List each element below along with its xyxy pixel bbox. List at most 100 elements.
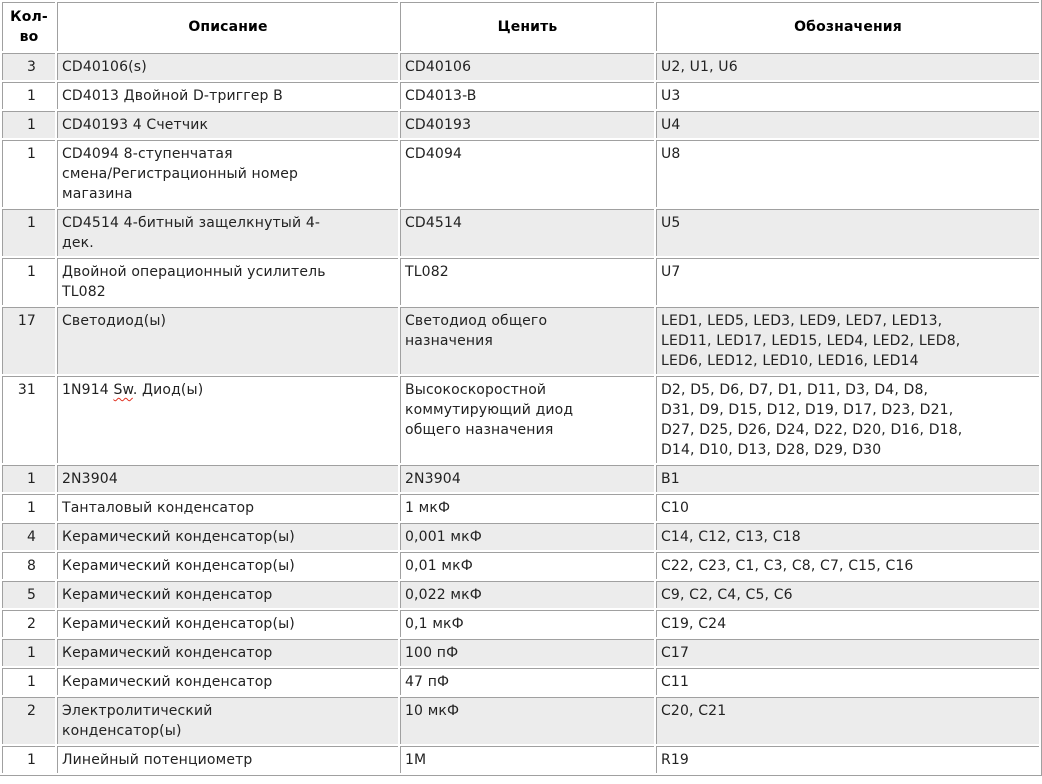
column-header-qty: Кол- во bbox=[2, 2, 55, 51]
cell-desc: CD40106(s) bbox=[57, 53, 398, 80]
cell-refs: C20, C21 bbox=[656, 697, 1039, 744]
text-fragment: 1N914 bbox=[62, 382, 114, 398]
cell-refs: U7 bbox=[656, 258, 1039, 305]
cell-desc: Двойной операционный усилитель TL082 bbox=[57, 258, 398, 305]
cell-desc: Керамический конденсатор bbox=[57, 639, 398, 666]
table-row: 8 Керамический конденсатор(ы) 0,01 мкФ C22,… bbox=[2, 552, 1039, 579]
cell-desc: Керамический конденсатор(ы) bbox=[57, 552, 398, 579]
cell-refs: C22, C23, C1, C3, C8, C7, C15, C16 bbox=[656, 552, 1039, 579]
text-fragment: . Диод(ы) bbox=[132, 382, 204, 398]
cell-qty: 2 bbox=[2, 697, 55, 744]
cell-refs: C10 bbox=[656, 494, 1039, 521]
cell-value: 1M bbox=[400, 746, 654, 773]
cell-value: 47 пФ bbox=[400, 668, 654, 695]
cell-value: 0,1 мкФ bbox=[400, 610, 654, 637]
cell-value: 0,01 мкФ bbox=[400, 552, 654, 579]
column-header-refs: Обозначения bbox=[656, 2, 1039, 51]
cell-value: 10 мкФ bbox=[400, 697, 654, 744]
cell-qty: 1 bbox=[2, 82, 55, 109]
cell-desc: CD4514 4-битный защелкнутый 4- дек. bbox=[57, 209, 398, 256]
cell-value: CD4013-B bbox=[400, 82, 654, 109]
table-row: 3 CD40106(s) CD40106 U2, U1, U6 bbox=[2, 53, 1039, 80]
cell-value: 2N3904 bbox=[400, 465, 654, 492]
table-row: 1 2N3904 2N3904 B1 bbox=[2, 465, 1039, 492]
cell-desc: Керамический конденсатор(ы) bbox=[57, 523, 398, 550]
cell-desc: Танталовый конденсатор bbox=[57, 494, 398, 521]
table-row: 1 Танталовый конденсатор 1 мкФ C10 bbox=[2, 494, 1039, 521]
cell-qty: 1 bbox=[2, 140, 55, 207]
cell-qty: 3 bbox=[2, 53, 55, 80]
table-row: 17 Светодиод(ы) Светодиод общего назначени… bbox=[2, 307, 1039, 374]
table-row: 1 CD4094 8-ступенчатая смена/Регистрацион… bbox=[2, 140, 1039, 207]
table-row: 1 CD40193 4 Счетчик CD40193 U4 bbox=[2, 111, 1039, 138]
table-row: 1 Керамический конденсатор 47 пФ C11 bbox=[2, 668, 1039, 695]
cell-refs: U3 bbox=[656, 82, 1039, 109]
cell-desc: 1N914 Sw. Диод(ы) bbox=[57, 376, 398, 463]
cell-refs: C19, C24 bbox=[656, 610, 1039, 637]
cell-refs: U2, U1, U6 bbox=[656, 53, 1039, 80]
cell-refs: LED1, LED5, LED3, LED9, LED7, LED13, LED… bbox=[656, 307, 1039, 374]
table-row: 1 Керамический конденсатор 100 пФ C17 bbox=[2, 639, 1039, 666]
column-header-desc: Описание bbox=[57, 2, 398, 51]
cell-value: CD4094 bbox=[400, 140, 654, 207]
cell-desc: CD40193 4 Счетчик bbox=[57, 111, 398, 138]
cell-qty: 31 bbox=[2, 376, 55, 463]
table-row: 2 Керамический конденсатор(ы) 0,1 мкФ C19, … bbox=[2, 610, 1039, 637]
cell-qty: 2 bbox=[2, 610, 55, 637]
cell-value: Высокоскоростной коммутирующий диод обще… bbox=[400, 376, 654, 463]
cell-refs: R19 bbox=[656, 746, 1039, 773]
cell-qty: 1 bbox=[2, 668, 55, 695]
cell-value: 0,022 мкФ bbox=[400, 581, 654, 608]
cell-value: 100 пФ bbox=[400, 639, 654, 666]
cell-value: Светодиод общего назначения bbox=[400, 307, 654, 374]
cell-desc: Керамический конденсатор bbox=[57, 581, 398, 608]
cell-refs: D2, D5, D6, D7, D1, D11, D3, D4, D8, D31… bbox=[656, 376, 1039, 463]
cell-value: TL082 bbox=[400, 258, 654, 305]
column-header-value: Ценить bbox=[400, 2, 654, 51]
cell-desc: CD4094 8-ступенчатая смена/Регистрационн… bbox=[57, 140, 398, 207]
cell-refs: C9, C2, C4, C5, C6 bbox=[656, 581, 1039, 608]
cell-value: CD40106 bbox=[400, 53, 654, 80]
cell-qty: 5 bbox=[2, 581, 55, 608]
cell-refs: C14, C12, C13, C18 bbox=[656, 523, 1039, 550]
misspelled-word: Sw bbox=[113, 382, 133, 398]
table-row: 31 1N914 Sw. Диод(ы) Высокоскоростной комм… bbox=[2, 376, 1039, 463]
table-row: 2 Электролитический конденсатор(ы) 10 мкФ C… bbox=[2, 697, 1039, 744]
cell-value: 0,001 мкФ bbox=[400, 523, 654, 550]
cell-qty: 1 bbox=[2, 746, 55, 773]
cell-qty: 1 bbox=[2, 465, 55, 492]
table-row: 1 Линейный потенциометр 1M R19 bbox=[2, 746, 1039, 773]
cell-value: CD40193 bbox=[400, 111, 654, 138]
table-row: 1 Двойной операционный усилитель TL082 TL0… bbox=[2, 258, 1039, 305]
cell-value: CD4514 bbox=[400, 209, 654, 256]
table-row: 1 CD4013 Двойной D-триггер B CD4013-B U3 bbox=[2, 82, 1039, 109]
cell-desc: Светодиод(ы) bbox=[57, 307, 398, 374]
table-body: 3 CD40106(s) CD40106 U2, U1, U6 1 CD4013 Двой… bbox=[2, 53, 1039, 773]
cell-refs: B1 bbox=[656, 465, 1039, 492]
cell-qty: 8 bbox=[2, 552, 55, 579]
header-row: Кол- во Описание Ценить Обозначения bbox=[2, 2, 1039, 51]
cell-desc: 2N3904 bbox=[57, 465, 398, 492]
cell-refs: C17 bbox=[656, 639, 1039, 666]
cell-refs: U8 bbox=[656, 140, 1039, 207]
cell-desc: Керамический конденсатор bbox=[57, 668, 398, 695]
cell-qty: 1 bbox=[2, 258, 55, 305]
cell-desc: Керамический конденсатор(ы) bbox=[57, 610, 398, 637]
cell-refs: C11 bbox=[656, 668, 1039, 695]
cell-qty: 17 bbox=[2, 307, 55, 374]
table-row: 4 Керамический конденсатор(ы) 0,001 мкФ C14… bbox=[2, 523, 1039, 550]
table-row: 5 Керамический конденсатор 0,022 мкФ C9, C2… bbox=[2, 581, 1039, 608]
cell-desc: CD4013 Двойной D-триггер B bbox=[57, 82, 398, 109]
cell-desc: Линейный потенциометр bbox=[57, 746, 398, 773]
cell-qty: 1 bbox=[2, 209, 55, 256]
cell-value: 1 мкФ bbox=[400, 494, 654, 521]
cell-qty: 4 bbox=[2, 523, 55, 550]
cell-refs: U5 bbox=[656, 209, 1039, 256]
cell-desc: Электролитический конденсатор(ы) bbox=[57, 697, 398, 744]
cell-qty: 1 bbox=[2, 494, 55, 521]
cell-qty: 1 bbox=[2, 111, 55, 138]
cell-qty: 1 bbox=[2, 639, 55, 666]
cell-refs: U4 bbox=[656, 111, 1039, 138]
